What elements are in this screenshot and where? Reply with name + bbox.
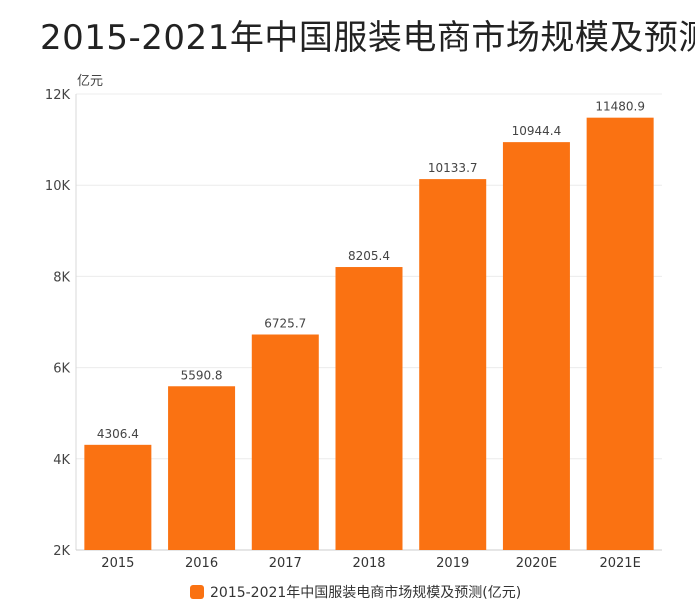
y-tick-label: 6K (53, 362, 70, 377)
x-tick-label: 2017 (269, 556, 302, 571)
bar-2019[interactable] (419, 179, 487, 551)
bar-2021E[interactable] (586, 117, 654, 550)
bar-2017[interactable] (251, 334, 319, 550)
data-label: 6725.7 (264, 317, 306, 331)
data-label: 10944.4 (512, 124, 562, 138)
bar-2020E[interactable] (502, 142, 570, 550)
legend-swatch (190, 585, 204, 599)
data-label: 11480.9 (595, 100, 645, 114)
x-tick-label: 2021E (599, 556, 640, 571)
bar-2015[interactable] (84, 444, 152, 550)
y-tick-label: 8K (53, 270, 70, 285)
x-tick-label: 2020E (516, 556, 557, 571)
x-tick-label: 2015 (101, 556, 134, 571)
data-label: 5590.8 (181, 368, 223, 382)
data-label: 8205.4 (348, 249, 390, 263)
data-label: 10133.7 (428, 161, 478, 175)
chart-title: 2015-2021年中国服装电商市场规模及预测 (40, 18, 695, 58)
data-label: 4306.4 (97, 427, 139, 441)
x-tick-label: 2016 (185, 556, 218, 571)
bar-2018[interactable] (335, 267, 403, 550)
legend-label: 2015-2021年中国服装电商市场规模及预测(亿元) (210, 585, 522, 601)
y-axis-unit-label: 亿元 (77, 74, 103, 89)
y-tick-label: 4K (53, 453, 70, 468)
y-tick-label: 10K (45, 179, 71, 194)
legend[interactable]: 2015-2021年中国服装电商市场规模及预测(亿元) (190, 582, 521, 602)
bar-2016[interactable] (168, 386, 236, 550)
y-tick-label: 2K (53, 544, 70, 559)
y-tick-label: 12K (45, 88, 71, 103)
x-tick-label: 2019 (436, 556, 469, 571)
x-tick-label: 2018 (352, 556, 385, 571)
